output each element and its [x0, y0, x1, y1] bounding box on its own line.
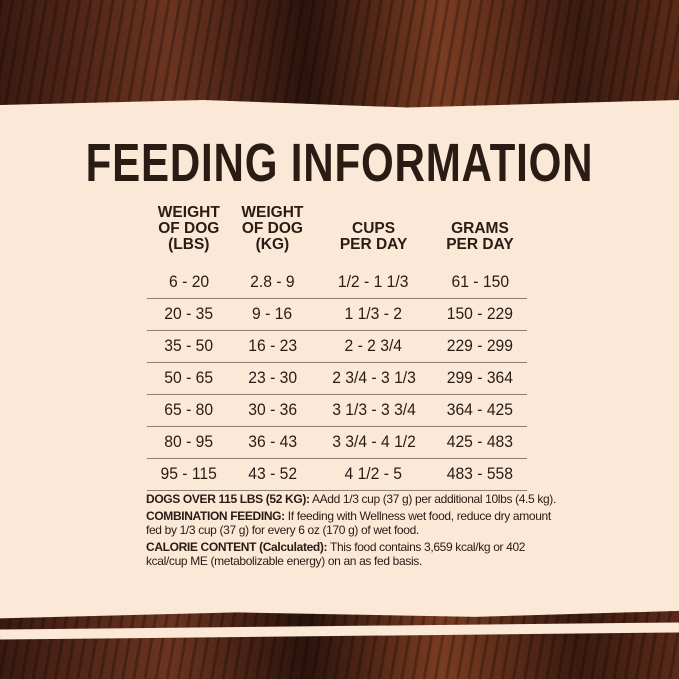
table-cell: 36 - 43 [230, 426, 315, 459]
table-cell: 95 - 115 [147, 458, 231, 491]
column-header: GRAMS PER DAY [446, 220, 514, 253]
table-cell: 3 1/3 - 3 3/4 [314, 394, 433, 427]
table-cell: 229 - 299 [432, 330, 527, 363]
table-row: 95 - 115 43 - 52 4 1/2 - 5 483 - 558 [147, 458, 527, 491]
wood-texture-top [0, 0, 679, 108]
table-cell: 65 - 80 [147, 394, 231, 427]
note-label: CALORIE CONTENT (Calculated): [146, 540, 328, 554]
table-row: 35 - 50 16 - 23 2 - 2 3/4 229 - 299 [147, 330, 527, 363]
table-cell: 6 - 20 [147, 267, 231, 299]
table-cell: 80 - 95 [147, 426, 231, 459]
table-cell: 2.8 - 9 [230, 267, 315, 299]
table-cell: 299 - 364 [432, 362, 527, 395]
note-label: DOGS OVER 115 LBS (52 KG): [146, 492, 310, 506]
table-cell: 23 - 30 [230, 362, 315, 395]
note-text: AAdd 1/3 cup (37 g) per additional 10lbs… [309, 492, 556, 506]
table-cell: 35 - 50 [147, 330, 231, 363]
table-cell: 3 3/4 - 4 1/2 [314, 426, 433, 459]
table-cell: 1 1/3 - 2 [314, 298, 433, 331]
note-text: If feeding with Wellness wet food, reduc… [146, 509, 551, 537]
table-cell: 364 - 425 [432, 394, 527, 427]
table-cell: 1/2 - 1 1/3 [314, 267, 433, 299]
table-cell: 30 - 36 [230, 394, 315, 427]
table-cell: 2 - 2 3/4 [314, 330, 433, 363]
note-text: This food contains 3,659 kcal/kg or 402 … [146, 540, 526, 568]
table-cell: 425 - 483 [432, 426, 527, 459]
table-cell: 483 - 558 [432, 458, 527, 491]
note: CALORIE CONTENT (Calculated): This food … [146, 540, 566, 568]
table-cell: 9 - 16 [230, 298, 315, 331]
table-cell: 150 - 229 [432, 298, 527, 331]
feeding-notes: DOGS OVER 115 LBS (52 KG): AAdd 1/3 cup … [146, 492, 566, 571]
feeding-table: WEIGHT OF DOG (LBS) WEIGHT OF DOG (KG) CUPS PER… [147, 205, 527, 491]
table-cell: 4 1/2 - 5 [314, 458, 433, 491]
table-cell: 16 - 23 [230, 330, 315, 363]
note-label: COMBINATION FEEDING: [146, 509, 285, 523]
table-row: 65 - 80 30 - 36 3 1/3 - 3 3/4 364 - 425 [147, 394, 527, 427]
table-row: 50 - 65 23 - 30 2 3/4 - 3 1/3 299 - 364 [147, 362, 527, 395]
page-title: FEEDING INFORMATION [85, 133, 594, 193]
wood-texture-bottom [0, 610, 679, 679]
table-cell: 43 - 52 [230, 458, 315, 491]
table-row: 20 - 35 9 - 16 1 1/3 - 2 150 - 229 [147, 298, 527, 331]
table-cell: 50 - 65 [147, 362, 231, 395]
note: DOGS OVER 115 LBS (52 KG): AAdd 1/3 cup … [146, 492, 566, 506]
table-row: 6 - 20 2.8 - 9 1/2 - 1 1/3 61 - 150 [147, 267, 527, 299]
table-row: 80 - 95 36 - 43 3 3/4 - 4 1/2 425 - 483 [147, 426, 527, 459]
note: COMBINATION FEEDING: If feeding with Wel… [146, 509, 566, 537]
column-header: WEIGHT OF DOG (LBS) [157, 204, 220, 253]
column-header: WEIGHT OF DOG (KG) [241, 204, 304, 253]
table-cell: 20 - 35 [147, 298, 231, 331]
table-cell: 61 - 150 [432, 267, 527, 299]
table-cell: 2 3/4 - 3 1/3 [314, 362, 433, 395]
column-header: CUPS PER DAY [339, 220, 408, 253]
